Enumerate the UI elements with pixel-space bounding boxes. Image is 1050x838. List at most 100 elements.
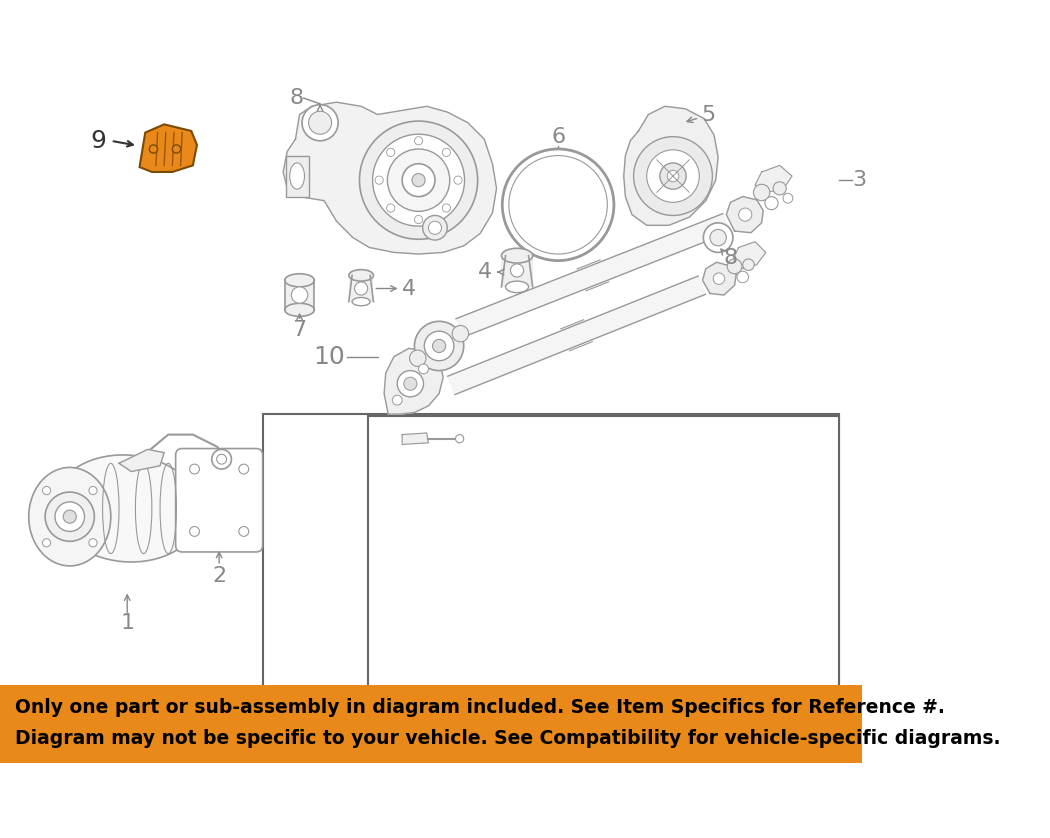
Text: 7: 7 <box>293 319 307 339</box>
Circle shape <box>393 396 402 405</box>
Circle shape <box>433 339 445 353</box>
Circle shape <box>509 156 607 254</box>
Circle shape <box>713 273 724 284</box>
Ellipse shape <box>290 163 304 189</box>
Text: Only one part or sub-assembly in diagram included. See Item Specifics for Refere: Only one part or sub-assembly in diagram… <box>15 697 945 716</box>
Ellipse shape <box>349 270 374 281</box>
Circle shape <box>415 215 423 224</box>
Ellipse shape <box>28 468 111 566</box>
Circle shape <box>149 145 158 153</box>
Circle shape <box>424 331 454 360</box>
Circle shape <box>55 502 85 531</box>
Bar <box>0 685 862 763</box>
Circle shape <box>89 539 97 547</box>
Circle shape <box>45 492 94 541</box>
Polygon shape <box>456 214 730 337</box>
Text: Diagram may not be specific to your vehicle. See Compatibility for vehicle-speci: Diagram may not be specific to your vehi… <box>15 729 1001 747</box>
Ellipse shape <box>285 303 314 317</box>
Text: 5: 5 <box>701 105 716 125</box>
Circle shape <box>63 510 77 523</box>
Ellipse shape <box>285 274 314 287</box>
Circle shape <box>737 272 749 282</box>
Circle shape <box>659 163 686 189</box>
Ellipse shape <box>505 281 528 292</box>
Polygon shape <box>140 124 197 172</box>
Circle shape <box>412 173 425 187</box>
Bar <box>286 156 309 197</box>
Circle shape <box>386 204 395 212</box>
Circle shape <box>415 321 464 370</box>
Circle shape <box>742 259 754 271</box>
Circle shape <box>728 259 742 274</box>
Circle shape <box>510 264 524 277</box>
Circle shape <box>172 145 181 153</box>
Polygon shape <box>447 276 706 395</box>
Polygon shape <box>702 262 736 295</box>
Polygon shape <box>624 106 718 225</box>
Text: 1: 1 <box>120 613 134 634</box>
Circle shape <box>42 539 50 547</box>
Polygon shape <box>755 165 792 193</box>
Circle shape <box>502 149 614 261</box>
Circle shape <box>764 197 778 210</box>
Circle shape <box>216 454 227 464</box>
Circle shape <box>309 111 332 134</box>
Circle shape <box>355 282 368 295</box>
Circle shape <box>710 230 727 246</box>
Polygon shape <box>119 449 164 472</box>
Polygon shape <box>284 102 497 254</box>
Text: 2: 2 <box>212 566 226 586</box>
Circle shape <box>754 184 770 200</box>
Polygon shape <box>384 349 443 414</box>
Circle shape <box>291 287 308 303</box>
Circle shape <box>402 163 435 197</box>
Circle shape <box>454 176 462 184</box>
Circle shape <box>456 435 464 442</box>
Circle shape <box>738 208 752 221</box>
Circle shape <box>773 182 786 195</box>
Circle shape <box>428 221 442 235</box>
Circle shape <box>190 526 200 536</box>
Polygon shape <box>727 197 763 233</box>
Circle shape <box>667 170 678 182</box>
Circle shape <box>397 370 423 397</box>
Circle shape <box>647 150 699 202</box>
Circle shape <box>373 134 464 226</box>
Bar <box>349 276 374 302</box>
Circle shape <box>453 325 468 342</box>
Bar <box>285 280 314 310</box>
Circle shape <box>359 121 478 240</box>
Polygon shape <box>402 433 428 444</box>
Ellipse shape <box>352 297 371 306</box>
Circle shape <box>190 464 200 474</box>
Circle shape <box>302 105 338 141</box>
Text: 8: 8 <box>723 248 738 268</box>
Polygon shape <box>733 241 765 269</box>
Circle shape <box>410 350 426 366</box>
Circle shape <box>419 364 428 374</box>
Circle shape <box>415 137 423 145</box>
Circle shape <box>704 223 733 252</box>
Polygon shape <box>502 172 529 206</box>
Ellipse shape <box>54 455 201 562</box>
Circle shape <box>212 449 231 469</box>
FancyBboxPatch shape <box>175 448 262 552</box>
Circle shape <box>386 148 395 157</box>
Circle shape <box>423 215 447 240</box>
Circle shape <box>783 194 793 203</box>
Circle shape <box>238 526 249 536</box>
Circle shape <box>42 486 50 494</box>
Circle shape <box>633 137 712 215</box>
Ellipse shape <box>502 248 532 263</box>
Text: 3: 3 <box>852 170 866 190</box>
Circle shape <box>387 149 449 211</box>
Text: 10: 10 <box>313 344 344 369</box>
Bar <box>368 416 839 707</box>
Circle shape <box>238 464 249 474</box>
Text: 4: 4 <box>479 262 492 282</box>
Circle shape <box>375 176 383 184</box>
Bar <box>262 414 839 738</box>
Text: 9: 9 <box>90 129 106 153</box>
Text: 4: 4 <box>402 278 416 298</box>
Circle shape <box>442 148 450 157</box>
